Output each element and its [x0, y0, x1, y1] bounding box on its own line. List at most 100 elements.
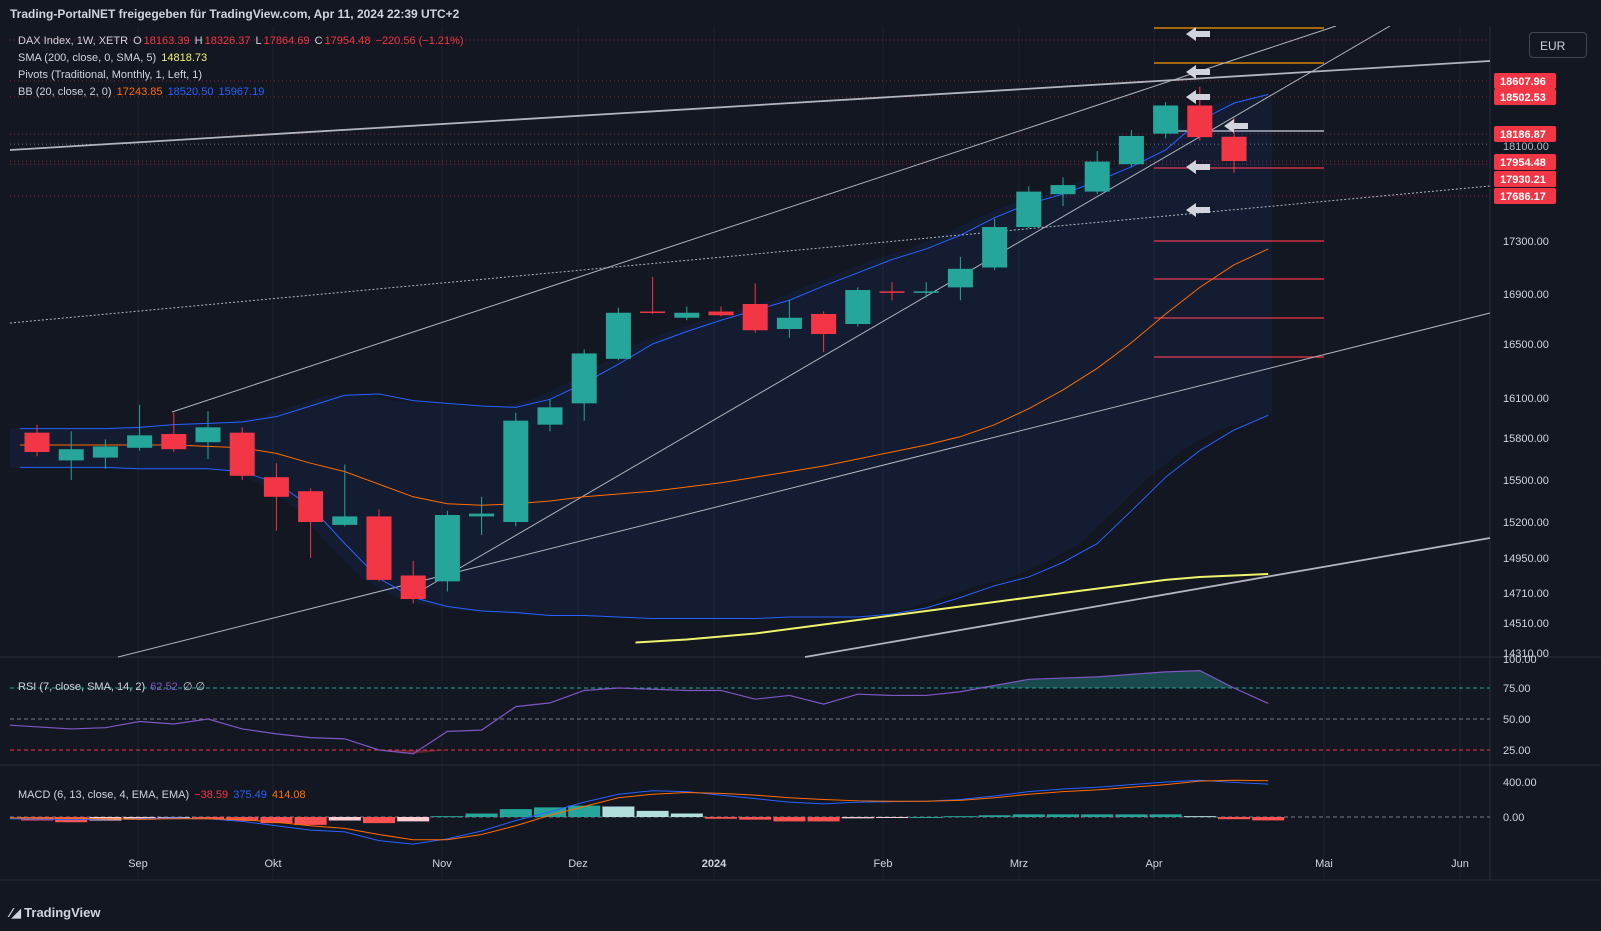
candle[interactable] — [1118, 130, 1144, 167]
price-label: 18100.00 — [1503, 141, 1549, 153]
support-trendline — [117, 312, 1491, 658]
candle-body — [845, 290, 871, 324]
candle[interactable] — [879, 282, 905, 301]
macd-histogram-bar — [363, 817, 395, 824]
macd-histogram-bar — [192, 817, 224, 820]
candle[interactable] — [24, 424, 50, 457]
candle[interactable] — [58, 431, 84, 480]
candle[interactable] — [1016, 186, 1042, 229]
macd-histogram-bar — [773, 817, 806, 822]
candle-body — [58, 449, 84, 461]
candle[interactable] — [400, 560, 426, 604]
candle[interactable] — [640, 276, 666, 314]
candle[interactable] — [674, 306, 700, 321]
price-label-box — [1494, 154, 1556, 170]
x-tick-label: Okt — [264, 858, 281, 870]
y-tick-label: 14710.00 — [1503, 588, 1549, 600]
y-tick-label: 16900.00 — [1503, 289, 1549, 301]
candle[interactable] — [434, 510, 460, 592]
macd-pane[interactable] — [9, 779, 1490, 845]
candle[interactable] — [1153, 101, 1179, 139]
candle-body — [1153, 105, 1179, 134]
arrow-left-icon — [1186, 27, 1210, 41]
candle-body — [1221, 136, 1247, 161]
candle-body — [332, 516, 358, 525]
macd-histogram-bar — [602, 806, 635, 817]
x-tick-label: 2024 — [702, 858, 727, 870]
candle-body — [571, 353, 597, 404]
rsi-overbought-fill — [37, 670, 1269, 688]
candle[interactable] — [503, 412, 529, 527]
macd-histogram-bar — [670, 813, 703, 817]
price-label-box — [1494, 171, 1556, 187]
candle-body — [263, 477, 289, 497]
x-tick-label: Mai — [1315, 858, 1333, 870]
candle-body — [913, 291, 939, 293]
macd-histogram-bar — [294, 817, 327, 825]
candle[interactable] — [263, 463, 289, 531]
macd-histogram-bar — [1047, 814, 1079, 817]
macd-histogram-bar — [636, 810, 669, 817]
y-tick-label: 17300.00 — [1503, 236, 1549, 248]
legend-sma: SMA (200, close, 0, SMA, 5) 14818.73 — [18, 52, 208, 64]
rsi-tick-label: 50.00 — [1503, 714, 1531, 726]
macd-histogram-bar — [260, 817, 293, 824]
tradingview-logo: ⁄◢ TradingView — [10, 905, 101, 920]
candle-body — [879, 291, 905, 293]
candle[interactable] — [1187, 86, 1213, 141]
rsi-tick-label: 100.00 — [1503, 654, 1537, 666]
candle[interactable] — [913, 282, 939, 298]
macd-histogram-bar — [910, 817, 943, 818]
macd-histogram-bar — [431, 816, 464, 818]
price-label: 17686.17 — [1500, 191, 1546, 203]
candle[interactable] — [229, 427, 255, 480]
candle[interactable] — [811, 311, 837, 353]
rsi-pane[interactable] — [9, 670, 1490, 755]
chart-canvas[interactable]: 17300.00 16900.00 16500.00 16100.00 15800.00… — [0, 26, 1601, 906]
y-tick-label: 14950.00 — [1503, 553, 1549, 565]
candle-body — [1187, 105, 1213, 138]
bollinger-band-fill — [10, 94, 1273, 619]
candle[interactable] — [1084, 151, 1110, 195]
top-bar: Trading-PortalNET freigegeben für Tradin… — [0, 0, 1601, 26]
candle[interactable] — [366, 509, 392, 582]
price-label: 17954.48 — [1500, 157, 1546, 169]
candle[interactable] — [1050, 177, 1076, 207]
x-tick-label: Sep — [128, 858, 148, 870]
macd-histogram-bar — [465, 813, 498, 817]
trendline-long-resistance — [9, 60, 1491, 151]
candle[interactable] — [92, 439, 118, 469]
candle-body — [24, 432, 50, 452]
candle[interactable] — [537, 399, 563, 432]
candle[interactable] — [776, 300, 802, 338]
y-tick-label: 15200.00 — [1503, 517, 1549, 529]
candle-body — [366, 516, 392, 580]
macd-signal-line — [9, 779, 1269, 841]
macd-histogram-bar — [944, 816, 977, 818]
candle[interactable] — [742, 283, 768, 333]
candle[interactable] — [845, 287, 871, 327]
candle[interactable] — [708, 306, 734, 317]
support-trendline-long — [804, 537, 1491, 658]
macd-histogram-bar — [1081, 814, 1114, 817]
candle[interactable] — [298, 488, 324, 558]
candle[interactable] — [982, 218, 1008, 271]
candle[interactable] — [161, 412, 187, 452]
candle[interactable] — [469, 496, 495, 535]
candle[interactable] — [195, 411, 221, 459]
candle[interactable] — [127, 404, 153, 451]
x-tick-label: Feb — [874, 858, 893, 870]
candle-body — [195, 427, 221, 443]
candle-body — [298, 491, 324, 522]
price-label: 18607.96 — [1500, 76, 1546, 88]
legend-macd: MACD (6, 13, close, 4, EMA, EMA) −38.59 … — [18, 789, 306, 801]
pivot-levels — [1154, 27, 1324, 358]
currency-button[interactable]: EUR — [1529, 32, 1587, 58]
macd-histogram-bar — [705, 817, 737, 819]
candles[interactable] — [24, 86, 1247, 604]
candle[interactable] — [947, 256, 973, 301]
candle[interactable] — [605, 307, 631, 361]
candle[interactable] — [571, 349, 597, 421]
x-tick-label: Apr — [1145, 858, 1162, 870]
candle[interactable] — [332, 464, 358, 527]
